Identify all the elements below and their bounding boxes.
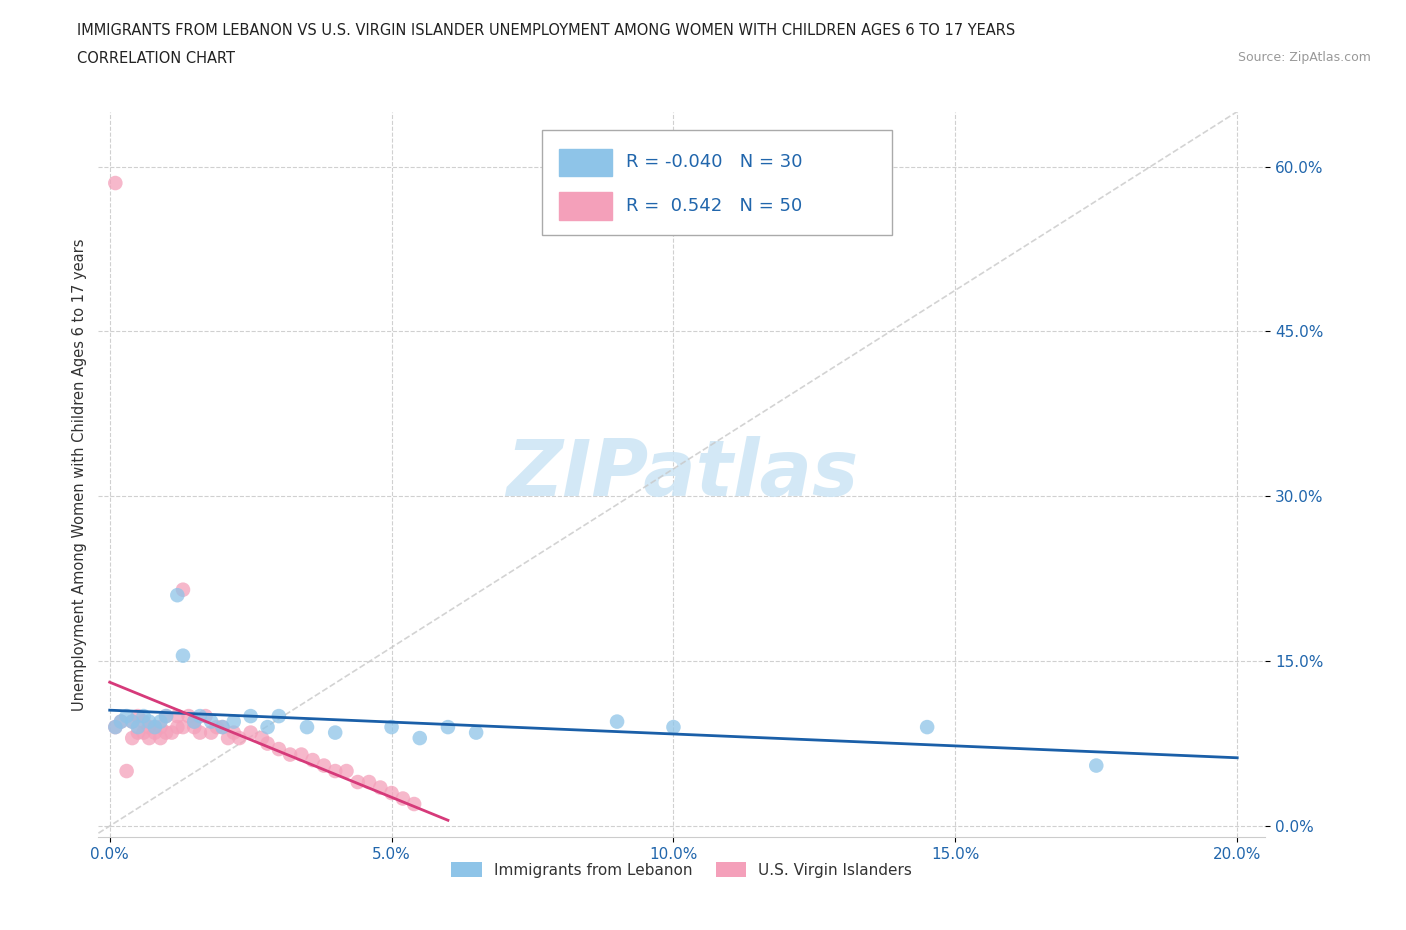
Point (155, 709, 177, 724)
Text: ZIPatlas: ZIPatlas (506, 436, 858, 512)
Point (115, 764, 138, 778)
Legend: Immigrants from Lebanon, U.S. Virgin Islanders: Immigrants from Lebanon, U.S. Virgin Isl… (446, 856, 918, 884)
Point (346, 775, 368, 790)
Point (200, 725, 222, 740)
Point (121, 731, 143, 746)
Point (357, 775, 380, 790)
Text: R = -0.040   N = 30: R = -0.040 N = 30 (626, 153, 803, 171)
Point (217, 731, 239, 746)
Point (267, 741, 290, 756)
Point (267, 709, 290, 724)
Point (200, 714, 222, 729)
Point (138, 731, 160, 746)
Point (127, 725, 149, 740)
Point (127, 709, 149, 724)
Point (143, 725, 166, 740)
Point (250, 731, 273, 746)
Point (290, 747, 312, 762)
Point (312, 758, 335, 773)
Point (183, 714, 205, 729)
Point (368, 780, 391, 795)
Point (138, 720, 160, 735)
Point (295, 720, 318, 735)
Point (121, 714, 143, 729)
Point (437, 720, 460, 735)
Point (155, 725, 177, 740)
Point (404, 797, 426, 812)
Point (662, 720, 685, 735)
Point (239, 709, 262, 724)
Point (256, 720, 278, 735)
Point (149, 714, 172, 729)
Text: IMMIGRANTS FROM LEBANON VS U.S. VIRGIN ISLANDER UNEMPLOYMENT AMONG WOMEN WITH CH: IMMIGRANTS FROM LEBANON VS U.S. VIRGIN I… (77, 23, 1015, 38)
Point (606, 714, 628, 729)
Point (256, 737, 278, 751)
Point (132, 709, 155, 724)
Point (138, 714, 160, 729)
Point (211, 720, 233, 735)
Point (104, 176, 127, 191)
Point (172, 648, 194, 663)
FancyBboxPatch shape (541, 130, 891, 235)
Point (381, 786, 404, 801)
Point (205, 720, 228, 735)
Text: R =  0.542   N = 50: R = 0.542 N = 50 (626, 197, 803, 215)
Point (143, 720, 166, 735)
Point (409, 731, 432, 746)
Point (166, 588, 188, 603)
Point (121, 714, 143, 729)
Point (143, 720, 166, 735)
Point (915, 720, 938, 735)
Point (115, 709, 138, 724)
Point (166, 709, 188, 724)
Point (127, 720, 149, 735)
Point (160, 725, 183, 740)
Point (465, 725, 488, 740)
Text: CORRELATION CHART: CORRELATION CHART (77, 51, 235, 66)
Point (335, 764, 357, 778)
Point (278, 747, 301, 762)
Point (381, 720, 404, 735)
Point (149, 720, 172, 735)
Point (177, 709, 200, 724)
Text: Source: ZipAtlas.com: Source: ZipAtlas.com (1237, 51, 1371, 64)
Point (188, 709, 211, 724)
Point (183, 714, 205, 729)
Point (172, 720, 194, 735)
Point (239, 725, 262, 740)
Point (104, 720, 127, 735)
Point (188, 725, 211, 740)
Point (155, 709, 177, 724)
Point (211, 720, 233, 735)
Point (323, 725, 346, 740)
Point (222, 714, 245, 729)
Point (172, 582, 194, 597)
Point (132, 714, 155, 729)
Point (132, 725, 155, 740)
Point (323, 764, 346, 778)
Point (301, 752, 323, 767)
Point (222, 725, 245, 740)
Point (110, 714, 132, 729)
Point (104, 720, 127, 735)
Bar (560, 193, 612, 219)
Y-axis label: Unemployment Among Women with Children Ages 6 to 17 years: Unemployment Among Women with Children A… (72, 238, 87, 711)
Point (194, 709, 217, 724)
Point (166, 720, 188, 735)
Point (228, 731, 250, 746)
Point (392, 791, 415, 806)
Point (149, 731, 172, 746)
Point (183, 720, 205, 735)
Point (110, 714, 132, 729)
Bar (560, 149, 612, 176)
Point (1085, 758, 1108, 773)
